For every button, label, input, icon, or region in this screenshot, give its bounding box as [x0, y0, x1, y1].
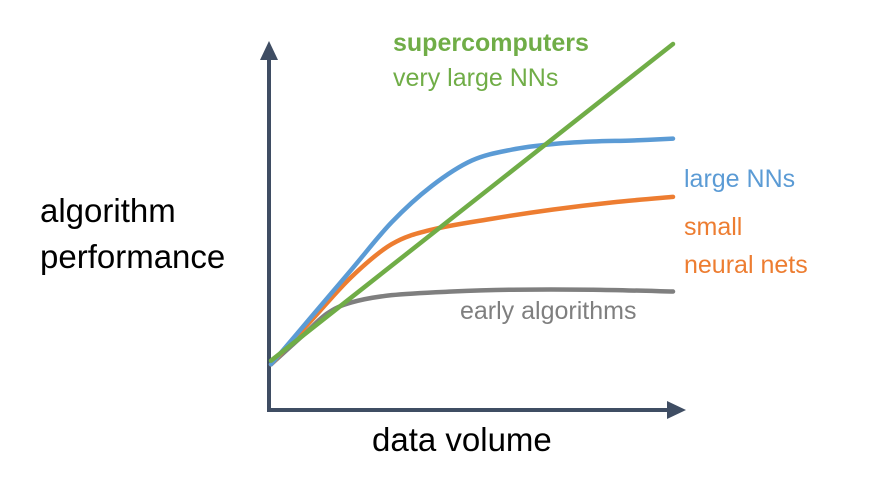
series-label-large-1: large NNs: [684, 165, 795, 193]
y-axis-arrowhead: [260, 41, 278, 60]
series-label-super-2: very large NNs: [393, 64, 558, 92]
series-label-small-2: neural nets: [684, 251, 808, 279]
y-axis-label-line-2: performance: [40, 238, 225, 275]
x-axis-label: data volume: [372, 421, 552, 458]
series-label-super-1: supercomputers: [393, 29, 589, 57]
x-axis-arrowhead: [667, 401, 686, 419]
y-axis-label-line-1: algorithm: [40, 192, 176, 229]
series-lines: [268, 41, 676, 367]
series-line-large: [268, 136, 676, 367]
series-line-super: [268, 41, 676, 363]
series-label-early-1: early algorithms: [460, 297, 636, 325]
series-label-small-1: small: [684, 213, 742, 241]
series-line-small: [268, 194, 676, 367]
series-labels: early algorithms small neural nets large NN…: [393, 29, 808, 325]
